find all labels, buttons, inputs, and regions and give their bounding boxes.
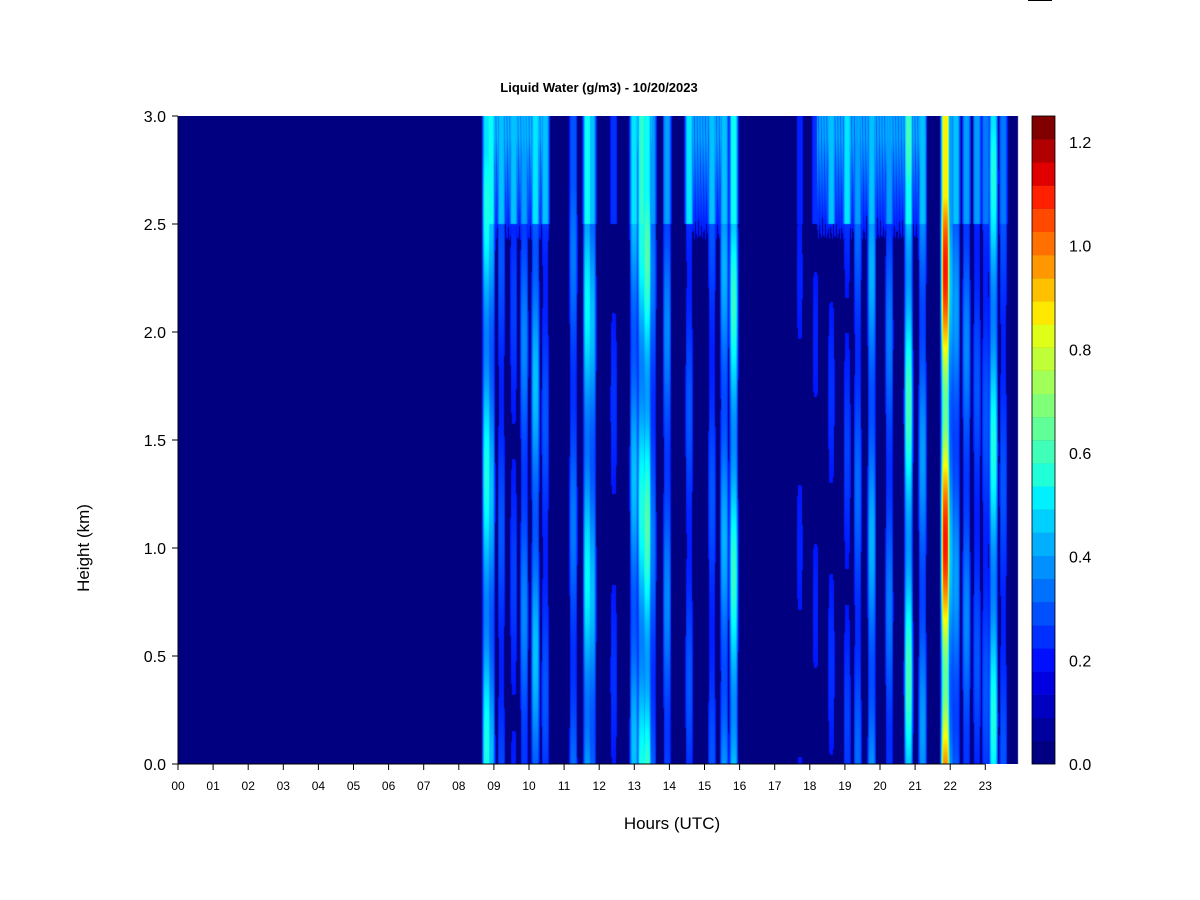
x-tick-label: 17 (768, 779, 782, 793)
colorbar-tick-label: 0.0 (1069, 757, 1091, 774)
x-tick-label: 01 (206, 779, 220, 793)
colorbar-swatch (1032, 416, 1055, 441)
colorbar-swatch (1032, 648, 1055, 672)
colorbar-swatch (1032, 185, 1055, 209)
colorbar-swatch (1032, 347, 1055, 371)
x-tick-label: 02 (242, 779, 256, 793)
x-tick-label: 19 (838, 779, 852, 793)
x-tick-label: 22 (944, 779, 958, 793)
colorbar-tick-label: 0.8 (1069, 342, 1091, 359)
y-tick-label: 3.0 (144, 109, 166, 126)
x-tick-label: 05 (347, 779, 361, 793)
y-tick-label: 0.5 (144, 649, 166, 666)
colorbar-swatch (1032, 116, 1055, 140)
colorbar-swatch (1032, 370, 1055, 395)
colorbar-swatch (1032, 278, 1055, 302)
colorbar-swatch (1032, 555, 1055, 580)
x-tick-label: 08 (452, 779, 466, 793)
colorbar-swatch (1032, 486, 1055, 510)
colorbar-swatch (1032, 301, 1055, 325)
x-tick-label: 11 (558, 779, 571, 793)
colorbar-swatch (1032, 717, 1055, 742)
x-tick-label: 13 (628, 779, 642, 793)
colorbar: 0.0 0.2 0.4 0.6 0.8 1.0 1.2 (1031, 115, 1091, 774)
colorbar-swatch (1032, 208, 1055, 233)
colorbar-frame (1031, 115, 1056, 765)
colorbar-tick-label: 1.2 (1069, 135, 1091, 152)
x-tick-label: 00 (171, 779, 185, 793)
colorbar-tick-label: 0.6 (1069, 446, 1091, 463)
y-axis-label: Height (km) (74, 504, 93, 592)
colorbar-swatch (1032, 139, 1055, 163)
colorbar-tick-label: 1.0 (1069, 239, 1091, 256)
colorbar-swatch (1032, 393, 1055, 418)
colorbar-swatch (1032, 578, 1055, 603)
y-tick-label: 1.5 (144, 433, 166, 450)
colorbar-swatch (1032, 324, 1055, 348)
x-tick-label: 18 (803, 779, 817, 793)
colorbar-swatch (1032, 532, 1055, 557)
colorbar-swatch (1032, 463, 1055, 487)
colorbar-swatch (1032, 509, 1055, 533)
plot-area (178, 116, 1019, 764)
x-tick-label: 07 (417, 779, 431, 793)
colorbar-swatch (1032, 254, 1055, 279)
x-tick-label: 14 (663, 779, 677, 793)
heatmap-field (178, 116, 1019, 764)
colorbar-tick-label: 0.4 (1069, 550, 1091, 567)
colorbar-swatch (1032, 602, 1055, 626)
x-tick-label: 10 (522, 779, 536, 793)
colorbar-swatch (1032, 694, 1055, 719)
colorbar-swatch (1032, 162, 1055, 186)
y-tick-label: 1.0 (144, 541, 166, 558)
x-tick-label: 09 (487, 779, 501, 793)
x-axis-label: Hours (UTC) (624, 814, 720, 833)
y-tick-label: 2.5 (144, 217, 166, 234)
colorbar-swatch (1032, 440, 1055, 464)
x-tick-label: 20 (873, 779, 887, 793)
y-tick-label: 2.0 (144, 325, 166, 342)
x-tick-label: 23 (979, 779, 993, 793)
colorbar-tick-label: 0.2 (1069, 653, 1091, 670)
x-tick-label: 21 (908, 779, 922, 793)
x-tick-label: 03 (277, 779, 291, 793)
colorbar-swatch (1032, 231, 1055, 256)
colorbar-swatch (1032, 625, 1055, 649)
x-tick-label: 16 (733, 779, 747, 793)
x-tick-label: 15 (698, 779, 712, 793)
x-tick-label: 06 (382, 779, 396, 793)
y-axis: 0.0 0.5 1.0 1.5 2.0 2.5 3.0 (144, 109, 179, 774)
colorbar-swatch (1032, 671, 1055, 695)
corner-mark (1028, 0, 1052, 1)
x-tick-label: 12 (593, 779, 607, 793)
x-tick-label: 04 (312, 779, 326, 793)
colorbar-swatch (1032, 740, 1055, 765)
x-axis: 00 01 02 03 04 05 06 07 08 09 10 11 12 13 14 15 16 17 18 19… (171, 763, 993, 793)
chart-title: Liquid Water (g/m3) - 10/20/2023 (500, 80, 697, 95)
y-tick-label: 0.0 (144, 757, 166, 774)
